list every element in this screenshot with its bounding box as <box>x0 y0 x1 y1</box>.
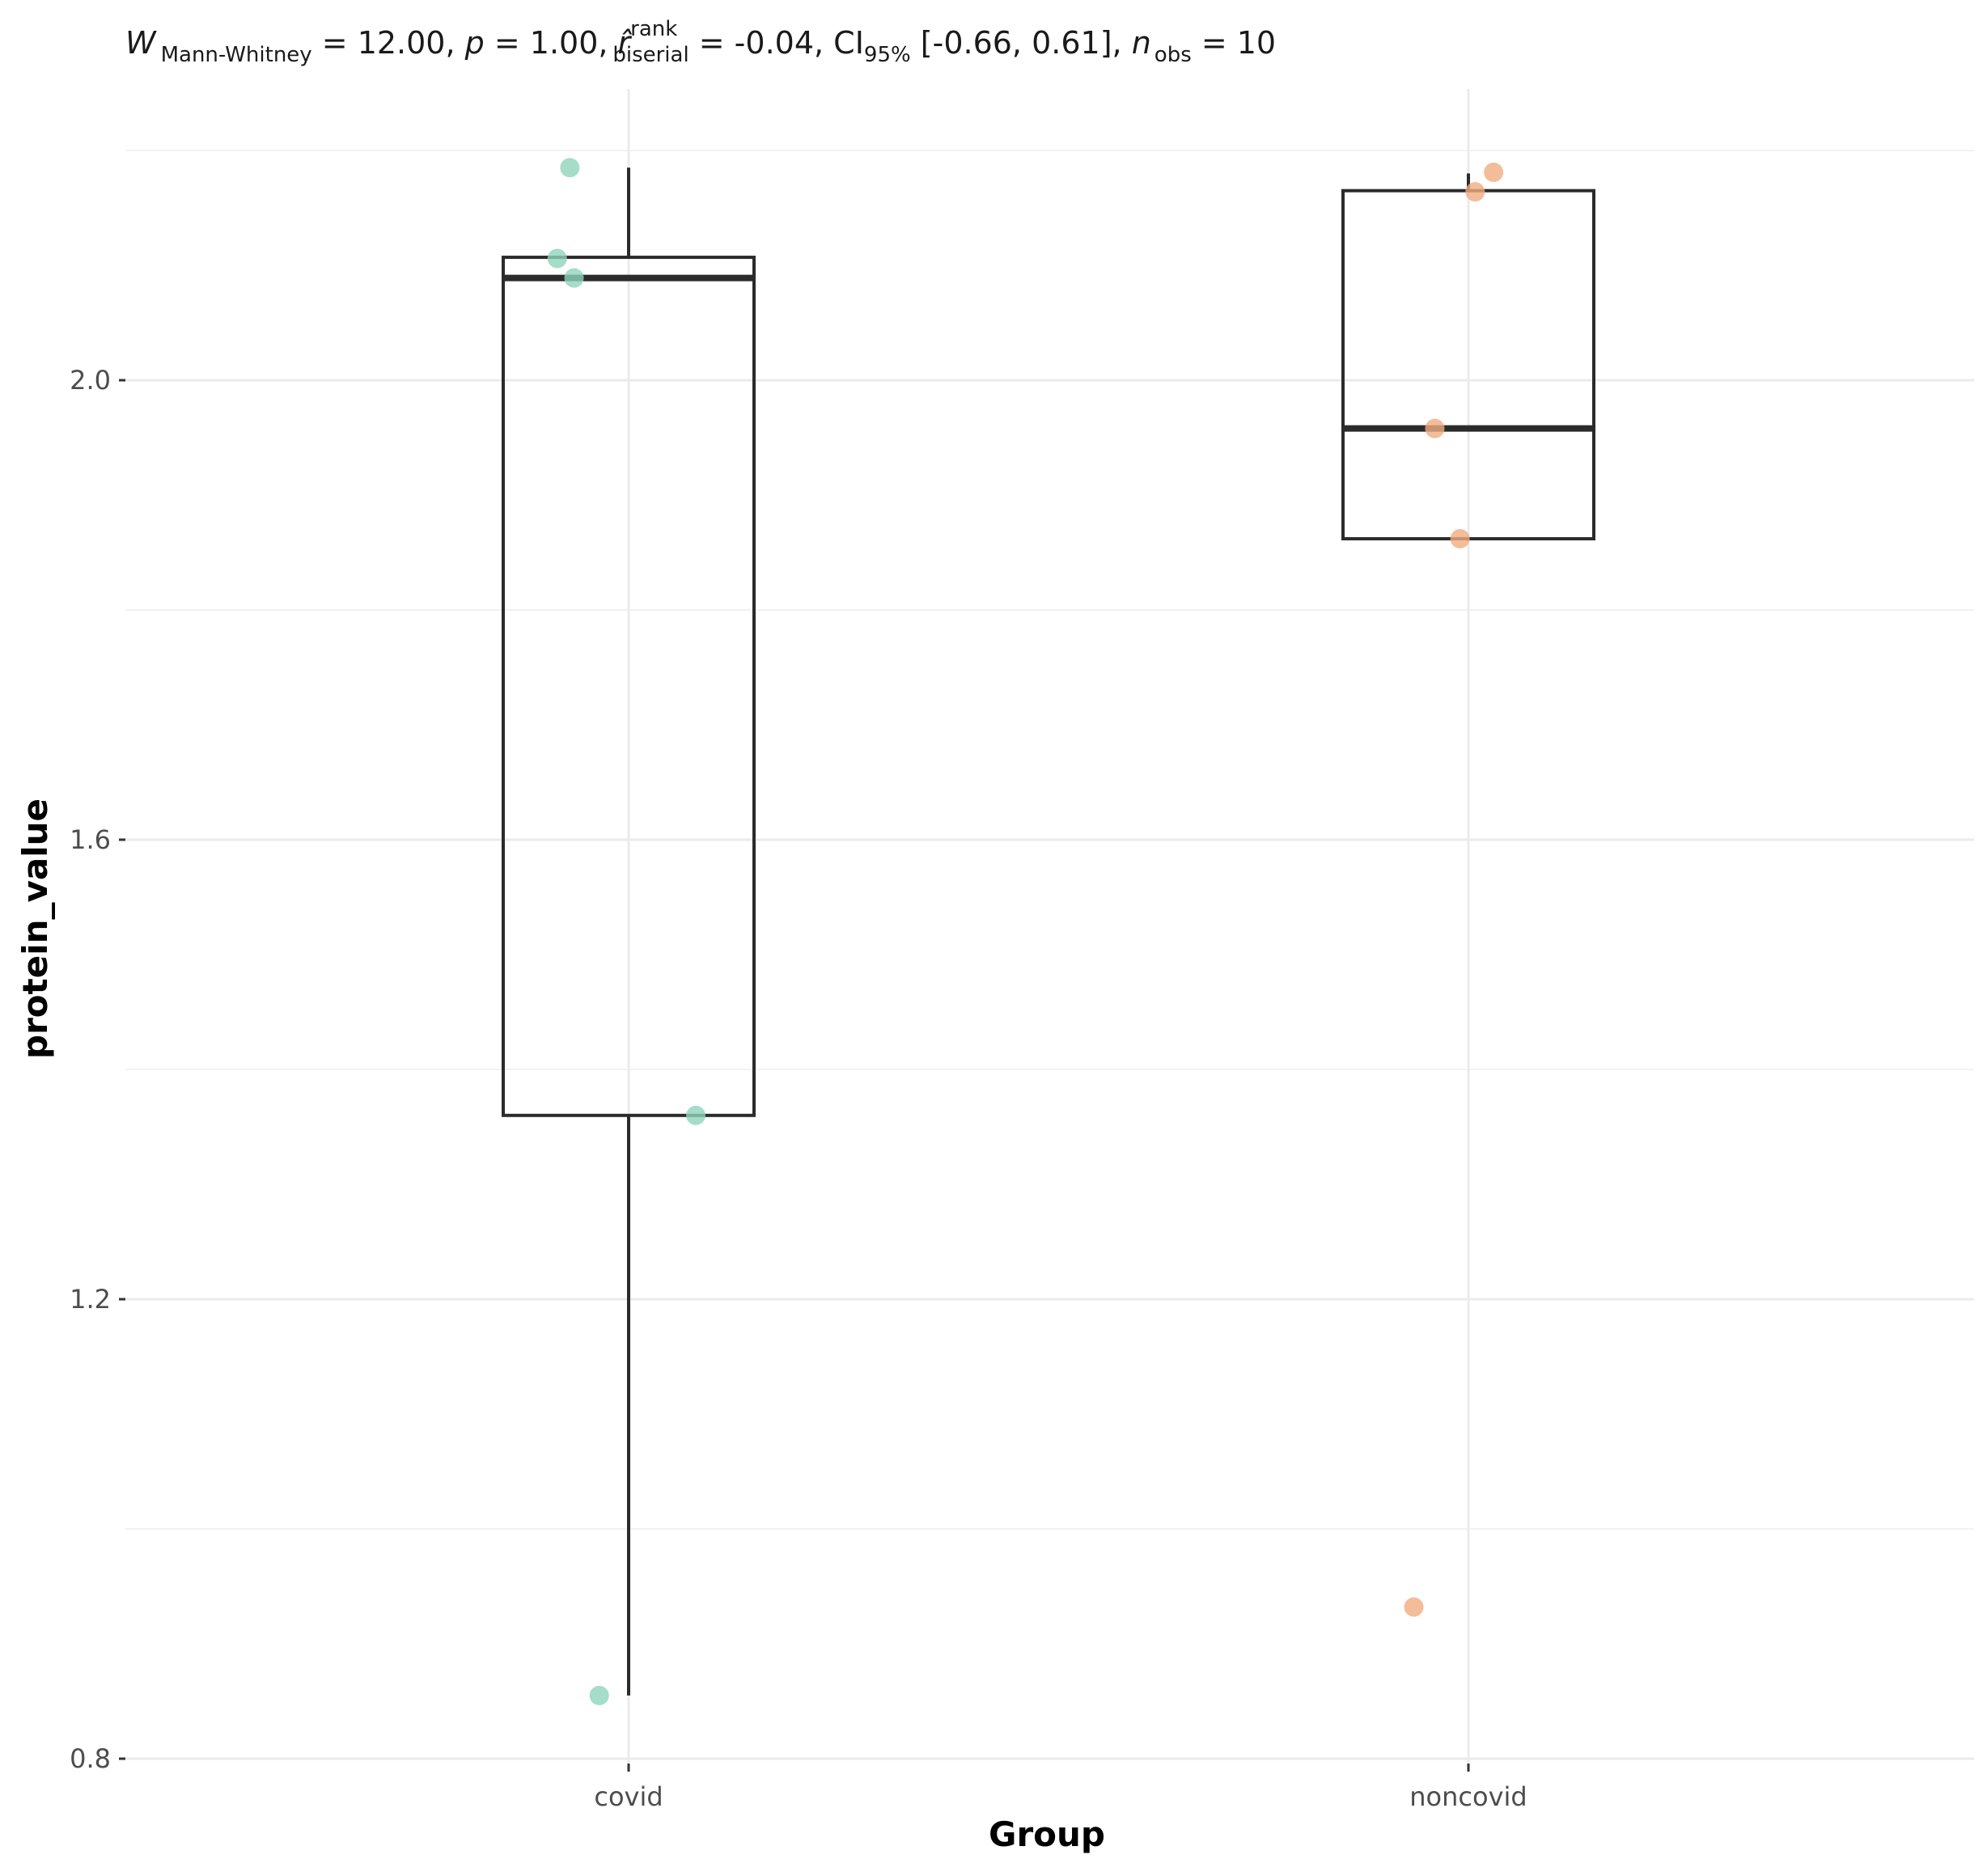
subtitle-n-symbol: n <box>1132 25 1151 61</box>
data-point-noncovid-6 <box>1465 182 1485 202</box>
x-tick-label-covid: covid <box>594 1781 663 1812</box>
grid-layer <box>125 89 1974 1764</box>
y-axis-title: protein_value <box>15 798 55 1059</box>
data-point-covid-3 <box>686 1105 706 1125</box>
x-tick-label-noncovid: noncovid <box>1409 1781 1527 1812</box>
subtitle-n-subscript: obs <box>1154 43 1192 67</box>
subtitle-r-value: = -0.04, CI <box>689 25 864 61</box>
data-point-covid-0 <box>560 158 580 178</box>
y-tick-label: 0.8 <box>70 1743 111 1774</box>
data-point-covid-4 <box>589 1685 609 1705</box>
subtitle-p-value: = 1.00, <box>485 25 618 61</box>
axis-layer: 0.8 1.2 1.6 2.0 covid noncovid <box>70 365 1527 1812</box>
subtitle-r-subscript: biserial <box>612 43 688 67</box>
y-tick-label: 1.2 <box>70 1284 111 1315</box>
subtitle-r-symbol: r̂ <box>618 25 633 61</box>
data-point-noncovid-8 <box>1450 528 1470 548</box>
subtitle-p-symbol: p <box>464 25 485 61</box>
x-axis-title: Group <box>989 1815 1105 1854</box>
subtitle-r-superscript: rank <box>630 17 677 41</box>
point-layer <box>547 158 1504 1705</box>
subtitle-w-subscript: Mann-Whitney <box>161 43 312 67</box>
subtitle-w-symbol: W <box>125 25 157 61</box>
subtitle-w-value: = 12.00, <box>312 25 465 61</box>
data-point-covid-1 <box>547 248 567 269</box>
box-covid <box>502 167 756 1696</box>
data-point-noncovid-9 <box>1404 1597 1424 1617</box>
y-tick-label: 2.0 <box>70 365 111 396</box>
data-point-noncovid-5 <box>1484 162 1504 182</box>
y-tick-label: 1.6 <box>70 824 111 855</box>
data-point-noncovid-7 <box>1425 418 1445 438</box>
subtitle-ci-subscript: 95% <box>864 43 911 67</box>
subtitle-ci-value: [-0.66, 0.61], <box>911 25 1132 61</box>
chart-subtitle: W Mann-Whitney = 12.00, p = 1.00, r̂rank b… <box>125 17 1276 67</box>
iqr-box-covid <box>502 256 756 1117</box>
subtitle-n-value: = 10 <box>1192 25 1276 61</box>
data-point-covid-2 <box>564 268 584 288</box>
